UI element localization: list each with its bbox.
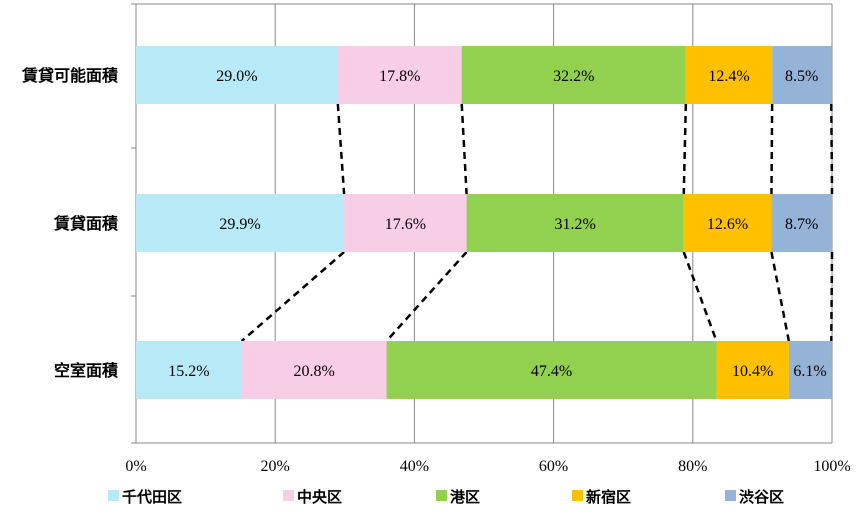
- legend-swatch: [108, 490, 119, 501]
- legend-label: 千代田区: [122, 488, 182, 506]
- data-label: 17.6%: [385, 216, 426, 233]
- legend: 千代田区 中央区 港区 新宿区 渋谷区: [108, 488, 784, 506]
- series-line: [240, 251, 345, 342]
- data-label: 32.2%: [553, 68, 594, 85]
- data-label: 47.4%: [531, 363, 572, 380]
- category-label: 賃貸可能面積: [21, 66, 119, 85]
- bar-segment: [716, 341, 789, 399]
- x-tick-label: 40%: [400, 458, 429, 475]
- bars: 29.0% 17.8% 32.2% 12.4% 8.5% 29.9% 17.6% 31.2% 1…: [136, 46, 832, 399]
- legend-label: 中央区: [297, 488, 342, 506]
- series-lines: [240, 103, 834, 342]
- data-label: 6.1%: [793, 363, 826, 380]
- x-tick-label: 20%: [261, 458, 290, 475]
- legend-label: 新宿区: [586, 488, 631, 506]
- bar-segment: [337, 46, 462, 104]
- bar-segment: [136, 194, 345, 252]
- series-line: [682, 103, 688, 195]
- bar-segment: [772, 46, 832, 104]
- bar-segment: [136, 341, 242, 399]
- bar-segment: [241, 341, 387, 399]
- data-label: 8.7%: [785, 216, 818, 233]
- bar-segment: [685, 46, 773, 104]
- series-line: [336, 103, 346, 195]
- data-label: 29.0%: [216, 68, 257, 85]
- x-tick-label: 0%: [125, 458, 146, 475]
- legend-label: 港区: [450, 488, 480, 506]
- x-tick-label: 100%: [813, 458, 850, 475]
- data-label: 12.6%: [707, 216, 748, 233]
- legend-swatch: [436, 490, 447, 501]
- legend-label: 渋谷区: [739, 488, 784, 506]
- category-label: 空室面積: [54, 361, 119, 380]
- data-label: 8.5%: [785, 68, 818, 85]
- legend-swatch: [572, 490, 583, 501]
- data-label: 10.4%: [732, 363, 773, 380]
- bar-segment: [683, 194, 772, 252]
- bar-segment: [771, 194, 832, 252]
- bar-segment: [386, 341, 717, 399]
- data-label: 17.8%: [379, 68, 420, 85]
- series-line: [770, 103, 774, 195]
- x-tick-label: 60%: [539, 458, 568, 475]
- series-line: [682, 251, 718, 342]
- series-line: [770, 251, 791, 342]
- category-label: 賃貸面積: [53, 214, 119, 233]
- x-tick-label: 80%: [678, 458, 707, 475]
- series-line: [830, 103, 834, 195]
- legend-swatch: [283, 490, 294, 501]
- bar-segment: [461, 46, 686, 104]
- data-label: 12.4%: [708, 68, 749, 85]
- data-label: 31.2%: [555, 216, 596, 233]
- series-line: [385, 251, 468, 342]
- data-label: 15.2%: [168, 363, 209, 380]
- legend-swatch: [725, 490, 736, 501]
- bar-segment: [344, 194, 467, 252]
- series-line: [460, 103, 468, 195]
- bar-segment: [136, 46, 338, 104]
- bar-segment: [788, 341, 832, 399]
- bar-segment: [466, 194, 684, 252]
- data-label: 20.8%: [294, 363, 335, 380]
- series-line: [830, 251, 834, 342]
- data-label: 29.9%: [219, 216, 260, 233]
